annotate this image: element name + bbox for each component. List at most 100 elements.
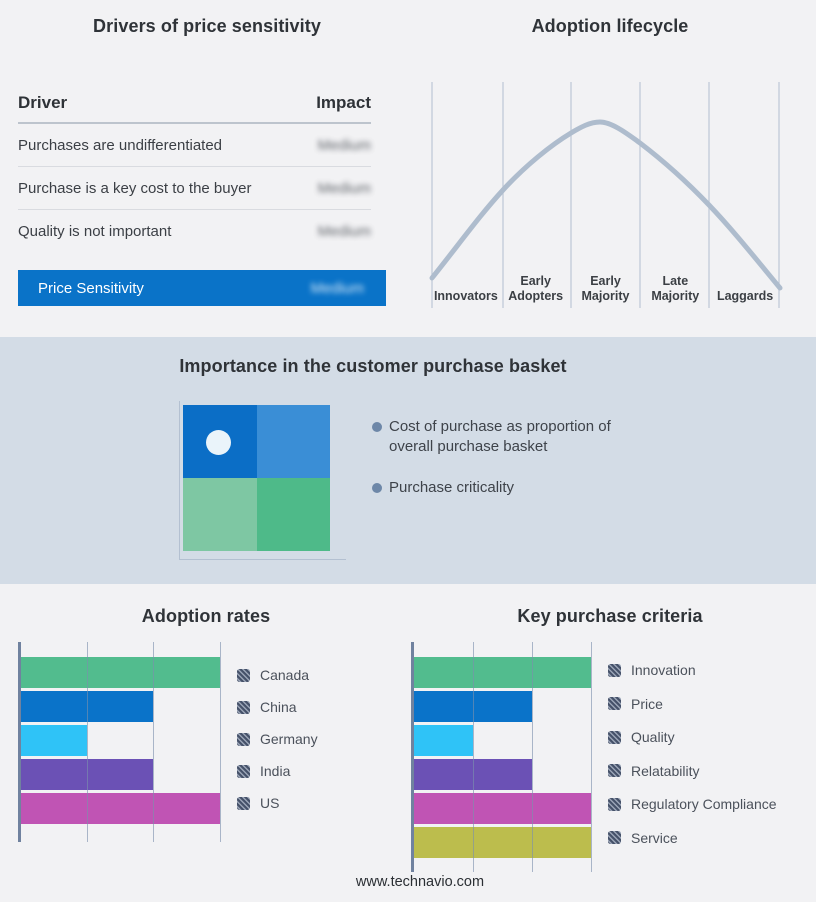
matrix-quadrant-top-right: [256, 405, 330, 478]
hatch-swatch-icon: [237, 796, 250, 810]
criteria-legend: Innovation Price Quality Relatability Regula…: [608, 662, 777, 846]
bar-us: [20, 793, 220, 824]
legend-label: Germany: [260, 731, 318, 747]
driver-column-header: Driver: [18, 93, 68, 112]
matrix-y-axis-line: [179, 401, 181, 560]
price-sensitivity-label: Price Sensitivity: [38, 279, 144, 297]
gridline: [86, 642, 88, 842]
criteria-plot: [411, 642, 593, 872]
gridline: [153, 642, 155, 842]
position-marker-dot: [206, 430, 231, 455]
stage-label-early-adopters: Early Adopters: [508, 274, 564, 303]
impact-value: Medium: [317, 136, 371, 154]
legend-label: India: [260, 763, 291, 779]
bar-innovation: [413, 657, 592, 688]
stage-label-early-majority: Early Majority: [581, 274, 630, 303]
drivers-table: Driver Impact Purchases are undifferenti…: [18, 93, 371, 253]
bullet-icon: [372, 483, 382, 493]
legend-label: Service: [631, 829, 678, 846]
lifecycle-title: Adoption lifecycle: [531, 16, 689, 36]
hatch-swatch-icon: [608, 730, 621, 744]
price-sensitivity-row: Price Sensitivity Medium: [18, 270, 386, 306]
purchase-basket-band: Importance in the customer purchase bask…: [0, 337, 816, 584]
legend-item-price: Price: [608, 695, 777, 712]
lifecycle-section-lines: [431, 82, 780, 308]
hatch-swatch-icon: [237, 732, 250, 746]
matrix-quadrant-top-left: [183, 405, 257, 478]
bullet-text: Cost of purchase as proportion of overal…: [389, 418, 611, 455]
bar-regulatory-compliance: [413, 793, 592, 824]
legend-item-quality: Quality: [608, 729, 777, 745]
stage-label-innovators: Innovators: [433, 289, 498, 303]
driver-cell: Purchase is a key cost to the buyer: [18, 179, 252, 197]
legend-label: US: [260, 795, 280, 811]
drivers-table-header: Driver Impact: [18, 93, 371, 124]
lifecycle-chart: [429, 82, 783, 308]
hatch-swatch-icon: [237, 764, 250, 778]
legend-item-china: China: [237, 699, 318, 715]
legend-label: Price: [631, 695, 663, 712]
basket-bullet-list: Cost of purchase as proportion of overal…: [372, 417, 637, 498]
driver-cell: Purchases are undifferentiated: [18, 136, 223, 154]
driver-cell: Quality is not important: [18, 223, 172, 240]
legend-item-service: Service: [608, 829, 777, 846]
bullet-text: Purchase criticality: [389, 479, 515, 496]
hatch-swatch-icon: [608, 663, 621, 677]
adoption-rates-legend: Canada China Germany India US: [237, 667, 318, 811]
y-axis-line: [411, 642, 414, 872]
legend-label: Innovation: [631, 662, 696, 678]
stage-label-late-majority: Late Majority: [651, 274, 700, 303]
legend-item-canada: Canada: [237, 667, 318, 683]
legend-item-relatability: Relatability: [608, 762, 777, 779]
legend-label: Quality: [631, 729, 675, 745]
gridline: [472, 642, 474, 872]
legend-item-germany: Germany: [237, 731, 318, 747]
legend-item-regulatory-compliance: Regulatory Compliance: [608, 796, 777, 812]
price-sensitivity-impact-value: Medium: [310, 279, 364, 297]
bar-germany: [20, 725, 87, 756]
legend-item-us: US: [237, 795, 318, 811]
adoption-rates-plot: [18, 642, 221, 842]
bar-canada: [20, 657, 220, 688]
lifecycle-stages: Innovators Early Adopters Early Majority La…: [431, 256, 780, 304]
table-row: Quality is not important Medium: [18, 210, 371, 253]
legend-label: China: [260, 699, 297, 715]
legend-label: Canada: [260, 667, 310, 683]
stage-label-laggards: Laggards: [716, 289, 774, 303]
purchase-basket-matrix: [183, 405, 330, 551]
bar-service: [413, 827, 592, 858]
adoption-rates-title: Adoption rates: [141, 606, 271, 626]
hatch-swatch-icon: [608, 797, 621, 811]
hatch-swatch-icon: [237, 700, 250, 714]
impact-value: Medium: [317, 179, 371, 197]
bullet-item: Purchase criticality: [372, 478, 637, 498]
impact-column-header: Impact: [316, 93, 371, 112]
lifecycle-curve: [429, 119, 783, 291]
hatch-swatch-icon: [237, 668, 250, 682]
bar-quality: [413, 725, 473, 756]
bullet-icon: [372, 422, 382, 432]
hatch-swatch-icon: [608, 831, 621, 844]
legend-item-india: India: [237, 763, 318, 779]
table-row: Purchase is a key cost to the buyer Mediu…: [18, 167, 371, 210]
matrix-quadrant-bottom-left: [183, 478, 257, 551]
drivers-title: Drivers of price sensitivity: [93, 16, 321, 36]
legend-item-innovation: Innovation: [608, 662, 777, 678]
basket-title: Importance in the customer purchase bask…: [179, 356, 567, 376]
hatch-swatch-icon: [608, 764, 621, 777]
y-axis-line: [18, 642, 21, 842]
criteria-title: Key purchase criteria: [517, 606, 703, 626]
drivers-table-rows: Purchases are undifferentiated Medium Purc…: [18, 124, 371, 253]
gridline: [219, 642, 221, 842]
gridline: [531, 642, 534, 872]
gridline: [591, 642, 593, 872]
legend-label: Regulatory Compliance: [631, 796, 777, 812]
legend-label: Relatability: [631, 762, 700, 779]
table-row: Purchases are undifferentiated Medium: [18, 124, 371, 167]
matrix-x-axis-line: [179, 559, 346, 561]
matrix-quadrant-bottom-right: [256, 478, 330, 551]
website-link[interactable]: www.technavio.com: [355, 874, 485, 890]
bullet-item: Cost of purchase as proportion of overal…: [372, 417, 637, 457]
hatch-swatch-icon: [608, 697, 621, 710]
